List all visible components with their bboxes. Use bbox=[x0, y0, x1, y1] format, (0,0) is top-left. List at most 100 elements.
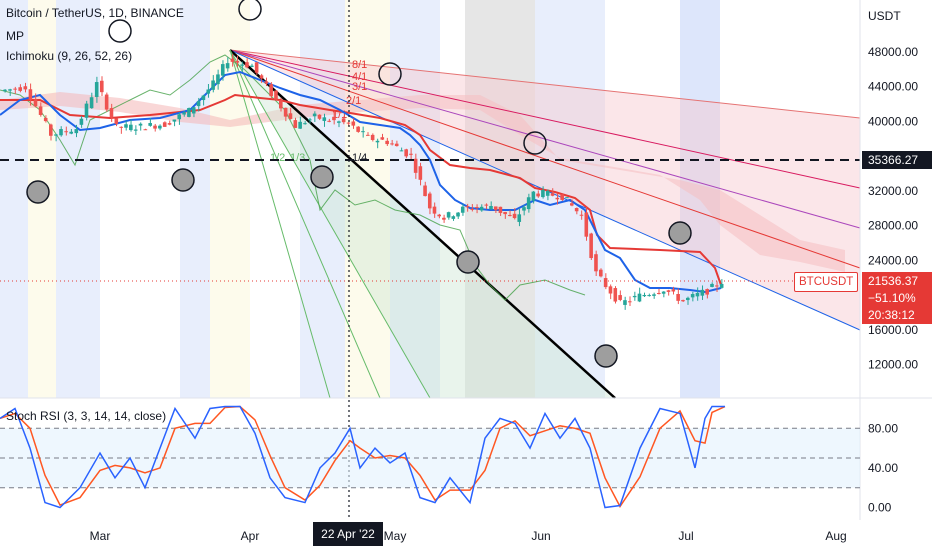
stoch-rsi-d-line bbox=[0, 405, 726, 508]
candle-body bbox=[322, 117, 327, 121]
ichimoku-indicator-label[interactable]: Ichimoku (9, 26, 52, 26) bbox=[6, 49, 133, 63]
candle-body bbox=[366, 134, 370, 136]
candle-body bbox=[555, 197, 560, 200]
candle-body bbox=[346, 122, 351, 124]
fan-ratio-label: 1/3 bbox=[290, 152, 305, 164]
candle-body bbox=[446, 212, 451, 218]
candle-body bbox=[512, 213, 517, 219]
fan-line-1x1 bbox=[229, 49, 616, 399]
fan-line-lower bbox=[229, 49, 331, 399]
candle-body bbox=[312, 113, 317, 117]
candle-body bbox=[341, 118, 346, 123]
annotation-circle bbox=[171, 168, 195, 192]
candle-body bbox=[695, 292, 700, 297]
background-band bbox=[210, 0, 250, 398]
candle-body bbox=[589, 233, 593, 259]
candle-body bbox=[187, 108, 191, 117]
candle-body bbox=[279, 100, 283, 109]
candle-body bbox=[479, 206, 484, 211]
candle-body bbox=[375, 140, 380, 143]
candle-body bbox=[28, 89, 33, 100]
candle-body bbox=[43, 117, 48, 122]
candle-body bbox=[637, 293, 642, 302]
candle-body bbox=[599, 269, 603, 277]
candle-body bbox=[418, 166, 423, 180]
fan-ratio-label: 2/1 bbox=[346, 95, 361, 107]
candle-body bbox=[79, 118, 84, 125]
candle-body bbox=[104, 94, 109, 110]
background-band bbox=[300, 0, 345, 398]
candle-body bbox=[470, 208, 474, 210]
candle-body bbox=[288, 113, 293, 119]
stoch-rsi-label[interactable]: Stoch RSI (3, 3, 14, 14, close) bbox=[6, 409, 167, 423]
candle-body bbox=[317, 114, 322, 119]
candle-body bbox=[432, 206, 437, 214]
background-band bbox=[100, 0, 180, 398]
candle-body bbox=[235, 61, 240, 63]
candle-body bbox=[274, 90, 278, 100]
candle-body bbox=[254, 62, 259, 73]
candle-body bbox=[370, 134, 375, 141]
candle-body bbox=[33, 99, 38, 107]
candle-body bbox=[100, 80, 104, 93]
annotation-circle bbox=[594, 344, 618, 368]
change-percent-tag: −51.10% bbox=[862, 289, 932, 307]
candle-body bbox=[177, 114, 182, 120]
candle-body bbox=[129, 124, 133, 131]
candle-body bbox=[390, 143, 394, 145]
candle-body bbox=[584, 212, 589, 237]
candle-body bbox=[594, 254, 598, 272]
month-tick-label: Aug bbox=[825, 529, 846, 543]
price-tick-label: 32000.00 bbox=[868, 184, 918, 198]
candle-body bbox=[54, 134, 58, 136]
candle-body bbox=[133, 129, 138, 131]
candle-body bbox=[211, 80, 215, 90]
candle-body bbox=[423, 185, 427, 197]
candle-body bbox=[686, 297, 690, 301]
candle-body bbox=[23, 86, 28, 90]
candle-body bbox=[526, 197, 531, 210]
candle-body bbox=[59, 129, 63, 136]
fan-line bbox=[229, 49, 861, 119]
candle-body bbox=[613, 288, 618, 302]
annotation-circle bbox=[456, 250, 480, 274]
price-tick-label: 16000.00 bbox=[868, 323, 918, 337]
candle-body bbox=[230, 58, 235, 62]
candle-body bbox=[493, 206, 498, 211]
candle-body bbox=[719, 283, 724, 288]
candle-body bbox=[264, 81, 269, 84]
annotation-circle bbox=[238, 0, 262, 21]
candle-body bbox=[8, 89, 12, 91]
fan-ratio-label: 4/1 bbox=[352, 71, 367, 83]
candle-body bbox=[700, 289, 705, 296]
candle-body bbox=[451, 216, 456, 219]
fan-line-lower bbox=[229, 49, 381, 399]
candle-body bbox=[413, 158, 418, 173]
background-band bbox=[56, 0, 100, 398]
candle-body bbox=[356, 126, 360, 132]
background-band bbox=[180, 0, 210, 398]
candle-body bbox=[13, 88, 17, 90]
candle-body bbox=[259, 75, 264, 79]
candle-body bbox=[690, 294, 695, 298]
candle-body bbox=[69, 131, 73, 134]
month-tick-label: Jul bbox=[678, 529, 693, 543]
candle-body bbox=[475, 207, 479, 209]
candle-body bbox=[124, 124, 128, 128]
candle-body bbox=[671, 289, 676, 292]
candle-body bbox=[74, 129, 79, 134]
candle-body bbox=[508, 215, 512, 217]
candle-body bbox=[220, 64, 225, 76]
mp-indicator-label[interactable]: MP bbox=[6, 29, 24, 43]
candle-body bbox=[206, 89, 211, 94]
candle-body bbox=[245, 62, 249, 68]
candle-body bbox=[489, 205, 493, 210]
fan-ratio-label: 8/1 bbox=[352, 59, 367, 71]
candle-body bbox=[153, 125, 157, 129]
candle-body bbox=[541, 190, 545, 198]
candle-body bbox=[545, 190, 550, 196]
candle-body bbox=[148, 123, 152, 126]
candle-body bbox=[3, 89, 7, 92]
